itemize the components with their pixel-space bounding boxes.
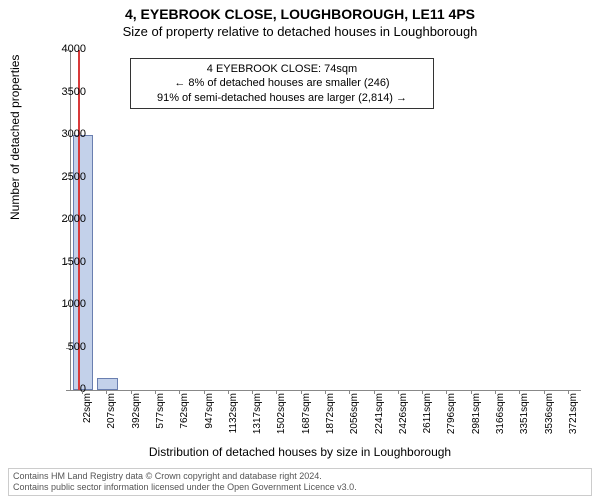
y-tick-mark: [66, 305, 70, 306]
x-tick-label: 1502sqm: [276, 393, 287, 443]
y-tick-label: 500: [36, 341, 86, 353]
annotation-line3: 91% of semi-detached houses are larger (…: [137, 91, 427, 105]
x-tick-label: 1687sqm: [301, 393, 312, 443]
y-tick-mark: [66, 135, 70, 136]
chart-container: 4, EYEBROOK CLOSE, LOUGHBOROUGH, LE11 4P…: [0, 0, 600, 500]
x-tick-label: 1132sqm: [228, 393, 239, 443]
footer-line2: Contains public sector information licen…: [13, 482, 587, 493]
annotation-line2: ← 8% of detached houses are smaller (246…: [137, 76, 427, 90]
x-tick-label: 2611sqm: [422, 393, 433, 443]
x-tick-label: 1317sqm: [252, 393, 263, 443]
annotation-box: 4 EYEBROOK CLOSE: 74sqm ← 8% of detached…: [130, 58, 434, 109]
footer-line1: Contains HM Land Registry data © Crown c…: [13, 471, 587, 482]
chart-title-sub: Size of property relative to detached ho…: [0, 24, 600, 39]
y-tick-mark: [66, 93, 70, 94]
x-tick-label: 3721sqm: [568, 393, 579, 443]
chart-title-main: 4, EYEBROOK CLOSE, LOUGHBOROUGH, LE11 4P…: [0, 6, 600, 22]
x-tick-label: 947sqm: [204, 393, 215, 443]
y-tick-mark: [66, 50, 70, 51]
x-tick-label: 2056sqm: [349, 393, 360, 443]
annotation-line1: 4 EYEBROOK CLOSE: 74sqm: [137, 62, 427, 76]
x-tick-label: 1872sqm: [325, 393, 336, 443]
y-tick-mark: [66, 220, 70, 221]
y-tick-label: 3000: [36, 128, 86, 140]
y-tick-label: 3500: [36, 86, 86, 98]
x-axis-label: Distribution of detached houses by size …: [0, 445, 600, 459]
x-tick-label: 3166sqm: [495, 393, 506, 443]
y-tick-mark: [66, 348, 70, 349]
x-tick-label: 2241sqm: [374, 393, 385, 443]
x-tick-label: 2796sqm: [446, 393, 457, 443]
y-tick-mark: [66, 390, 70, 391]
y-tick-label: 2000: [36, 213, 86, 225]
y-tick-mark: [66, 263, 70, 264]
x-tick-label: 3351sqm: [519, 393, 530, 443]
y-tick-label: 2500: [36, 171, 86, 183]
x-tick-label: 3536sqm: [544, 393, 555, 443]
y-tick-label: 1500: [36, 256, 86, 268]
footer-box: Contains HM Land Registry data © Crown c…: [8, 468, 592, 496]
x-tick-label: 2981sqm: [471, 393, 482, 443]
x-tick-label: 22sqm: [82, 393, 93, 443]
y-tick-label: 0: [36, 383, 86, 395]
x-tick-label: 392sqm: [131, 393, 142, 443]
x-tick-label: 2426sqm: [398, 393, 409, 443]
x-tick-label: 762sqm: [179, 393, 190, 443]
y-tick-mark: [66, 178, 70, 179]
y-axis-label: Number of detached properties: [8, 55, 22, 220]
y-tick-label: 1000: [36, 298, 86, 310]
x-tick-label: 577sqm: [155, 393, 166, 443]
bar: [97, 378, 118, 390]
x-tick-label: 207sqm: [106, 393, 117, 443]
y-tick-label: 4000: [36, 43, 86, 55]
